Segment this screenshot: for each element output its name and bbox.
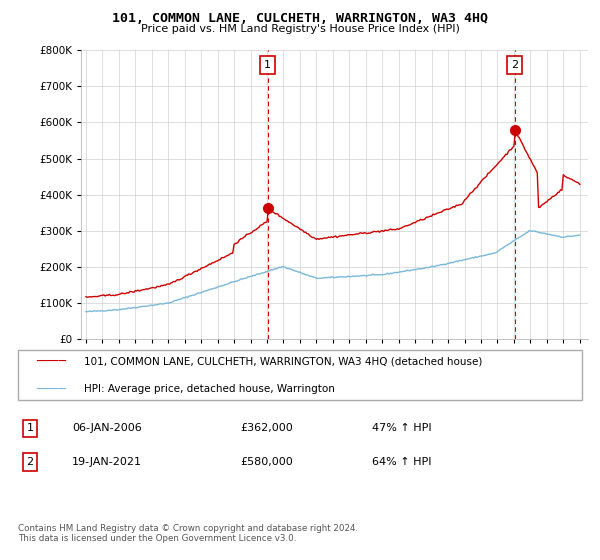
Text: HPI: Average price, detached house, Warrington: HPI: Average price, detached house, Warr… <box>84 384 335 394</box>
Text: ────: ──── <box>36 354 66 368</box>
Text: Price paid vs. HM Land Registry's House Price Index (HPI): Price paid vs. HM Land Registry's House … <box>140 24 460 34</box>
Text: 1: 1 <box>26 423 34 433</box>
Text: 101, COMMON LANE, CULCHETH, WARRINGTON, WA3 4HQ (detached house): 101, COMMON LANE, CULCHETH, WARRINGTON, … <box>84 356 482 366</box>
Text: 06-JAN-2006: 06-JAN-2006 <box>72 423 142 433</box>
Text: 101, COMMON LANE, CULCHETH, WARRINGTON, WA3 4HQ: 101, COMMON LANE, CULCHETH, WARRINGTON, … <box>112 12 488 25</box>
Text: 64% ↑ HPI: 64% ↑ HPI <box>372 457 431 467</box>
Text: Contains HM Land Registry data © Crown copyright and database right 2024.
This d: Contains HM Land Registry data © Crown c… <box>18 524 358 543</box>
Text: £580,000: £580,000 <box>240 457 293 467</box>
Text: £362,000: £362,000 <box>240 423 293 433</box>
Text: 47% ↑ HPI: 47% ↑ HPI <box>372 423 431 433</box>
Text: 2: 2 <box>511 60 518 70</box>
Text: 19-JAN-2021: 19-JAN-2021 <box>72 457 142 467</box>
Text: ────: ──── <box>36 382 66 396</box>
Text: 1: 1 <box>264 60 271 70</box>
Text: 2: 2 <box>26 457 34 467</box>
